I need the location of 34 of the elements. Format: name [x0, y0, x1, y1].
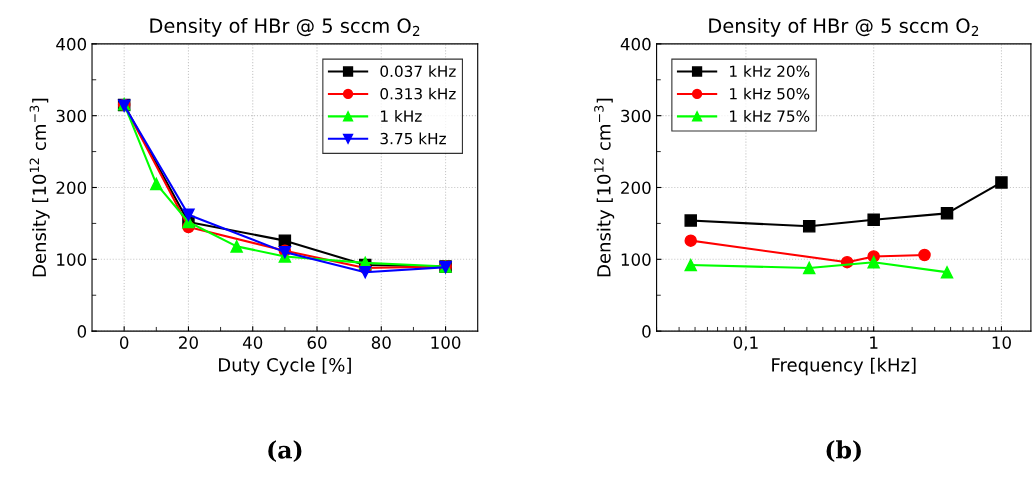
- y-tick-label: 100: [621, 253, 651, 266]
- x-tick-label: 60: [307, 336, 327, 349]
- y-tick-label: 100: [57, 253, 87, 266]
- legend-label: 0.037 kHz: [380, 65, 456, 78]
- y-axis-title: Density [10$^{12}$ cm$^{−3}$]: [594, 98, 615, 277]
- x-tick-label: 1: [870, 336, 878, 349]
- legend-label: 1 kHz 20%: [730, 65, 810, 78]
- y-axis-title: Density [10$^{12}$ cm$^{−3}$]: [29, 98, 50, 277]
- text: (a): [268, 440, 302, 462]
- y-tick-label: 200: [621, 181, 651, 195]
- x-tick-label: 100: [431, 336, 461, 349]
- legend-label: 1 kHz 75%: [730, 110, 810, 122]
- chart-title: Density of HBr @ 5 sccm O$_{2}$: [709, 17, 979, 37]
- legend-label: 1 kHz: [381, 110, 422, 122]
- legend-label: 3.75 kHz: [380, 132, 446, 145]
- legend-label: 0.313 kHz: [380, 87, 456, 100]
- y-tick-label: 200: [56, 181, 87, 195]
- x-tick-label: 40: [242, 336, 263, 349]
- legend-label: 1 kHz 50%: [730, 87, 810, 100]
- y-tick-label: 0: [642, 325, 651, 338]
- chart-title: Density of HBr @ 5 sccm O$_{2}$: [150, 17, 420, 37]
- x-tick-label: 20: [179, 336, 198, 349]
- y-tick-label: 0: [77, 325, 87, 338]
- y-tick-label: 400: [620, 37, 651, 51]
- x-tick-label: 0,1: [733, 336, 758, 351]
- text: (b): [826, 440, 861, 462]
- x-axis-title: Duty Cycle [%]: [219, 357, 351, 376]
- x-axis-title: Frequency [kHz]: [772, 357, 916, 376]
- y-tick-label: 300: [621, 109, 651, 123]
- y-tick-label: 400: [56, 37, 87, 51]
- x-tick-label: 0: [119, 336, 129, 349]
- y-tick-label: 300: [56, 109, 87, 123]
- x-tick-label: 80: [371, 336, 391, 349]
- x-tick-label: 10: [992, 336, 1011, 349]
